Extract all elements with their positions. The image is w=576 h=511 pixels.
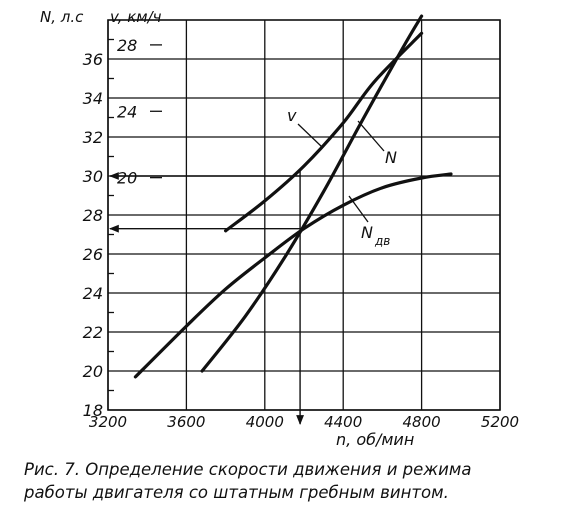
curve-label-ndv: N bbox=[361, 223, 373, 242]
tick-label-v: 20 bbox=[117, 169, 137, 188]
series-n-engine-power bbox=[133, 172, 453, 379]
caption-line-2: работы двигателя со штатным гребным винт… bbox=[24, 483, 449, 502]
y-axis-label-v: v, км/ч bbox=[110, 8, 162, 26]
tick-label-y: 24 bbox=[83, 284, 103, 303]
leader-line-ndv bbox=[348, 195, 369, 223]
tick-label-y: 26 bbox=[83, 245, 103, 264]
y-axis-label-n: N, л.с bbox=[40, 8, 84, 26]
axes bbox=[107, 19, 501, 411]
tick-label-x: 3200 bbox=[89, 413, 127, 431]
tick-label-x: 3600 bbox=[167, 413, 205, 431]
tick-label-y: 28 bbox=[83, 206, 103, 225]
figure-caption: Рис. 7. Определение скорости движения и … bbox=[24, 458, 569, 504]
leader-line-n bbox=[357, 120, 385, 152]
grid bbox=[107, 20, 501, 411]
tick-label-v: 28 bbox=[117, 36, 137, 55]
series-n-required-power bbox=[200, 14, 424, 373]
chart: v N N дв 3200 3600 4000 4400 4800 5200 18 20 22 24 26… bbox=[40, 8, 519, 449]
tick-label-x: 4800 bbox=[403, 413, 441, 431]
curve-label-v: v bbox=[287, 106, 297, 125]
tick-label-x: 4400 bbox=[324, 413, 362, 431]
tick-label-y: 30 bbox=[83, 167, 103, 186]
tick-label-y: 36 bbox=[83, 50, 103, 69]
tick-label-v: 24 bbox=[117, 102, 137, 121]
curve-label-n: N bbox=[385, 148, 397, 167]
tick-label-x: 5200 bbox=[481, 413, 519, 431]
series-group bbox=[133, 14, 453, 379]
x-axis-label: n, об/мин bbox=[336, 430, 414, 449]
curve-label-ndv-subscript: дв bbox=[374, 234, 390, 248]
tick-label-y: 20 bbox=[83, 362, 103, 381]
leader-line-v bbox=[297, 123, 323, 148]
tick-labels: 3200 3600 4000 4400 4800 5200 18 20 22 24 26 28 30 32… bbox=[40, 8, 519, 449]
tick-label-x: 4000 bbox=[246, 413, 284, 431]
tick-label-y: 18 bbox=[83, 401, 103, 420]
tick-label-y: 32 bbox=[83, 128, 103, 147]
plot-frame bbox=[107, 19, 501, 411]
tick-label-y: 22 bbox=[83, 323, 103, 342]
series-v-speed bbox=[224, 31, 424, 233]
tick-label-y: 34 bbox=[83, 89, 103, 108]
caption-line-1: Рис. 7. Определение скорости движения и … bbox=[24, 460, 472, 479]
annotations: v N N дв bbox=[109, 106, 397, 425]
